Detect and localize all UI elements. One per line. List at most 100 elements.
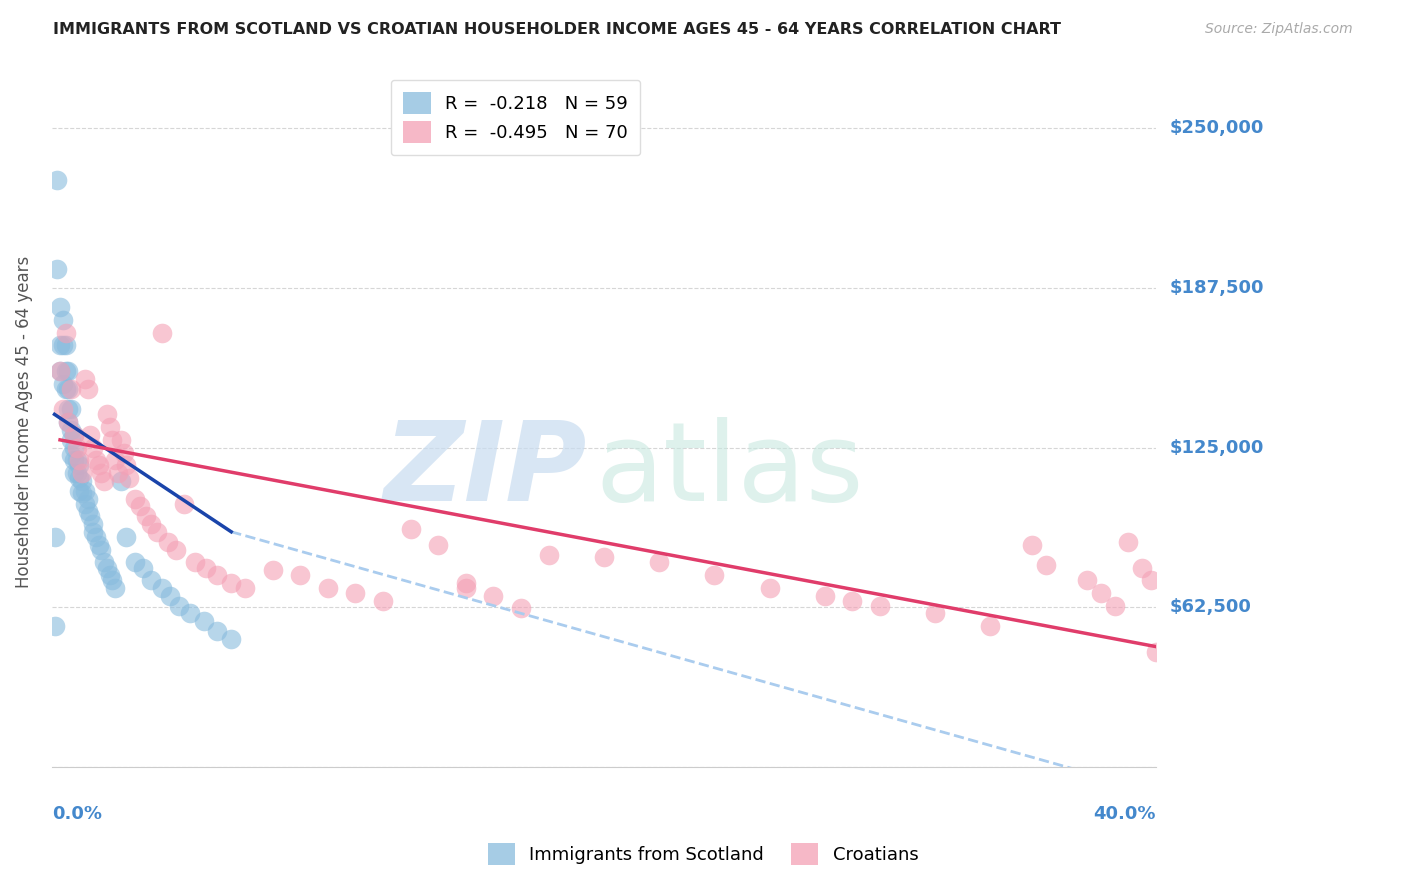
Point <box>65 466 87 480</box>
Point <box>63 441 86 455</box>
Point <box>482 589 505 603</box>
Point <box>510 601 533 615</box>
Point <box>841 593 863 607</box>
Point <box>179 607 201 621</box>
Point <box>454 581 477 595</box>
Point <box>70 466 93 480</box>
Point <box>104 453 127 467</box>
Point <box>1021 537 1043 551</box>
Point <box>67 453 90 467</box>
Point <box>44 530 66 544</box>
Point <box>150 581 173 595</box>
Point <box>44 619 66 633</box>
Point <box>427 537 450 551</box>
Point <box>60 402 83 417</box>
Point <box>70 486 93 500</box>
Point <box>399 522 422 536</box>
Point <box>156 535 179 549</box>
Point <box>58 415 80 429</box>
Point <box>84 530 107 544</box>
Point <box>112 445 135 459</box>
Point <box>101 574 124 588</box>
Point <box>207 568 229 582</box>
Point <box>60 433 83 447</box>
Text: $250,000: $250,000 <box>1170 120 1264 137</box>
Point <box>648 555 671 569</box>
Point <box>290 568 312 582</box>
Point <box>90 466 112 480</box>
Point <box>55 382 77 396</box>
Point <box>758 581 780 595</box>
Point <box>110 433 132 447</box>
Point <box>49 338 72 352</box>
Point <box>193 614 215 628</box>
Point <box>139 517 162 532</box>
Point <box>124 491 146 506</box>
Point <box>262 563 284 577</box>
Point <box>124 555 146 569</box>
Point <box>316 581 339 595</box>
Point <box>49 364 72 378</box>
Point <box>139 574 162 588</box>
Point <box>1035 558 1057 572</box>
Point <box>96 560 118 574</box>
Point <box>63 453 86 467</box>
Point <box>84 453 107 467</box>
Point <box>1104 599 1126 613</box>
Point <box>55 338 77 352</box>
Point <box>79 509 101 524</box>
Point <box>150 326 173 340</box>
Point <box>58 382 80 396</box>
Point <box>207 624 229 639</box>
Point <box>979 619 1001 633</box>
Point <box>96 408 118 422</box>
Point <box>104 581 127 595</box>
Point <box>118 471 141 485</box>
Text: IMMIGRANTS FROM SCOTLAND VS CROATIAN HOUSEHOLDER INCOME AGES 45 - 64 YEARS CORRE: IMMIGRANTS FROM SCOTLAND VS CROATIAN HOU… <box>53 22 1062 37</box>
Point <box>167 599 190 613</box>
Point <box>65 441 87 455</box>
Text: ZIP: ZIP <box>384 417 588 524</box>
Point <box>63 466 86 480</box>
Point <box>87 458 110 473</box>
Text: $187,500: $187,500 <box>1170 279 1264 297</box>
Point <box>135 509 157 524</box>
Point <box>60 448 83 462</box>
Point <box>67 458 90 473</box>
Point <box>46 172 69 186</box>
Point <box>537 548 560 562</box>
Point <box>1090 586 1112 600</box>
Point <box>52 313 75 327</box>
Point <box>1130 560 1153 574</box>
Point <box>76 382 98 396</box>
Point <box>76 491 98 506</box>
Point <box>73 371 96 385</box>
Point <box>60 382 83 396</box>
Point <box>371 593 394 607</box>
Point <box>233 581 256 595</box>
Point <box>73 497 96 511</box>
Point <box>454 575 477 590</box>
Text: 0.0%: 0.0% <box>52 805 101 823</box>
Point <box>195 560 218 574</box>
Point <box>184 555 207 569</box>
Text: Source: ZipAtlas.com: Source: ZipAtlas.com <box>1205 22 1353 37</box>
Point <box>82 517 104 532</box>
Point <box>93 555 115 569</box>
Point <box>869 599 891 613</box>
Point <box>67 471 90 485</box>
Point <box>98 568 121 582</box>
Point <box>58 415 80 429</box>
Point <box>73 483 96 498</box>
Point <box>55 326 77 340</box>
Point <box>87 537 110 551</box>
Point <box>110 474 132 488</box>
Point <box>165 542 187 557</box>
Point <box>115 458 138 473</box>
Point <box>107 466 129 480</box>
Point <box>49 364 72 378</box>
Point <box>593 550 616 565</box>
Point <box>58 364 80 378</box>
Point <box>173 497 195 511</box>
Point <box>159 589 181 603</box>
